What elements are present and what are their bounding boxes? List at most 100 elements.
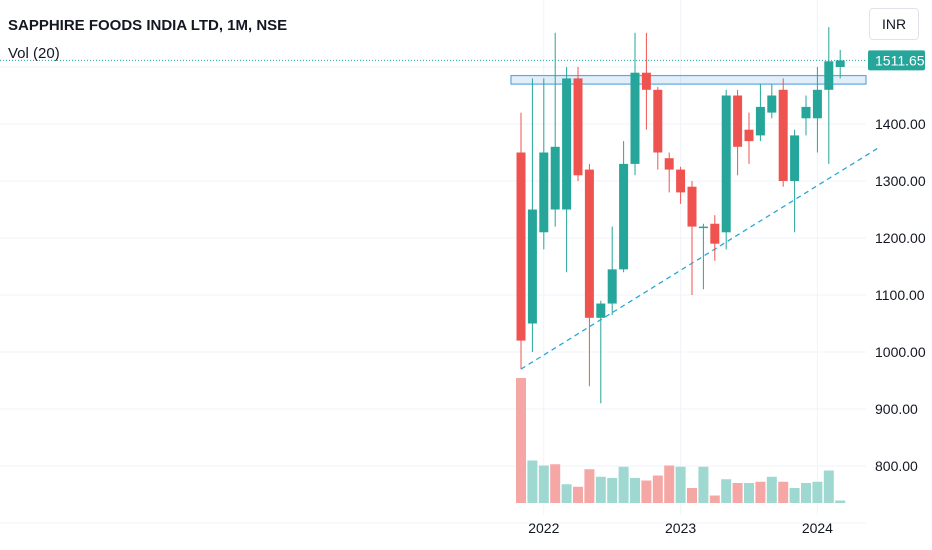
candle-body <box>676 169 686 193</box>
candle-body <box>687 186 697 227</box>
x-axis: 2022 2023 2024 <box>528 520 833 536</box>
candle-body <box>630 72 640 164</box>
candle-body <box>835 60 845 67</box>
candle <box>778 78 788 187</box>
ascending-trendline <box>520 146 881 370</box>
y-tick-label: 800.00 <box>875 458 918 474</box>
candle <box>835 49 845 79</box>
last-price-label: 1511.65 <box>868 50 925 71</box>
candle <box>550 32 560 227</box>
volume-bar <box>721 479 732 503</box>
volume-bar <box>755 481 766 503</box>
candle <box>698 223 708 290</box>
candle-body <box>767 95 777 113</box>
candle-body <box>698 226 708 229</box>
volume-bar <box>630 478 640 503</box>
last-price-label-text: 1511.65 <box>875 52 925 68</box>
candle <box>824 27 834 164</box>
candle <box>801 95 811 136</box>
last-price-label-bg <box>868 50 925 71</box>
candle <box>641 32 651 130</box>
volume-bar <box>595 476 606 503</box>
candle-body <box>619 163 629 270</box>
candle <box>596 300 606 404</box>
candle <box>562 67 572 273</box>
y-tick-label: 1200.00 <box>875 230 926 246</box>
candle-body <box>801 106 811 119</box>
volume-bar <box>652 475 663 503</box>
volume-bar <box>732 483 743 503</box>
volume-bar <box>778 481 789 503</box>
volume-bar <box>516 378 526 503</box>
candle <box>710 215 720 261</box>
volume-bar <box>641 480 652 503</box>
candle-body <box>733 95 743 147</box>
volume-bar <box>744 483 754 503</box>
candle-body <box>744 129 754 142</box>
candle-body <box>812 89 822 119</box>
y-tick-label: 1000.00 <box>875 344 926 360</box>
candle <box>790 129 800 233</box>
volume-bar <box>618 466 629 503</box>
candle <box>767 84 777 119</box>
candle <box>755 84 765 142</box>
candle <box>812 67 822 153</box>
candle-body <box>539 152 549 233</box>
candle-body <box>778 89 788 181</box>
volume-bar <box>789 488 800 503</box>
volume-bar <box>823 470 834 503</box>
candle <box>619 141 629 273</box>
candle <box>607 226 617 315</box>
candle <box>733 89 743 176</box>
candle <box>687 181 697 295</box>
volume-bars <box>516 378 846 503</box>
y-tick-label: 1300.00 <box>875 173 926 189</box>
candle <box>573 67 583 181</box>
candle <box>744 112 754 164</box>
volume-bar <box>607 478 618 503</box>
volume-bar <box>698 466 709 503</box>
x-tick-label: 2024 <box>802 520 833 536</box>
candle-body <box>721 95 731 233</box>
volume-bar <box>766 476 777 503</box>
candle-body <box>584 169 594 318</box>
candle-body <box>562 78 572 210</box>
volume-bar <box>527 460 538 503</box>
volume-bar <box>812 481 823 503</box>
y-axis: 800.00 900.00 1000.00 1100.00 1200.00 1300.00… <box>875 116 926 474</box>
candle-body <box>641 72 651 90</box>
candle-body <box>573 78 583 176</box>
candle-body <box>824 61 834 90</box>
candle <box>721 89 731 250</box>
candle-body <box>664 158 674 170</box>
candle <box>630 32 640 176</box>
candle <box>584 163 594 387</box>
candle <box>664 152 674 193</box>
y-tick-label: 1100.00 <box>875 287 925 303</box>
candle <box>527 78 537 352</box>
x-tick-label: 2023 <box>665 520 696 536</box>
candle-body <box>607 269 617 304</box>
y-tick-label: 900.00 <box>875 401 918 417</box>
candles <box>516 27 845 404</box>
volume-bar <box>573 486 583 503</box>
volume-bar <box>664 465 675 503</box>
candle-body <box>653 89 663 153</box>
volume-bar <box>561 484 572 503</box>
volume-indicator-label[interactable]: Vol (20) <box>8 45 60 62</box>
x-tick-label: 2022 <box>528 520 559 536</box>
volume-bar <box>687 488 697 503</box>
volume-bar <box>550 464 561 503</box>
chart-title: SAPPHIRE FOODS INDIA LTD, 1M, NSE <box>8 17 288 34</box>
volume-bar <box>709 495 720 503</box>
candle-body <box>516 152 526 341</box>
currency-button[interactable]: INR <box>869 8 919 40</box>
candle-body <box>550 146 560 210</box>
volume-bar <box>801 483 811 503</box>
volume-bar <box>835 500 846 503</box>
candle <box>516 112 526 370</box>
y-tick-label: 1400.00 <box>875 116 926 132</box>
volume-bar <box>584 469 595 503</box>
volume-bar <box>675 466 686 503</box>
